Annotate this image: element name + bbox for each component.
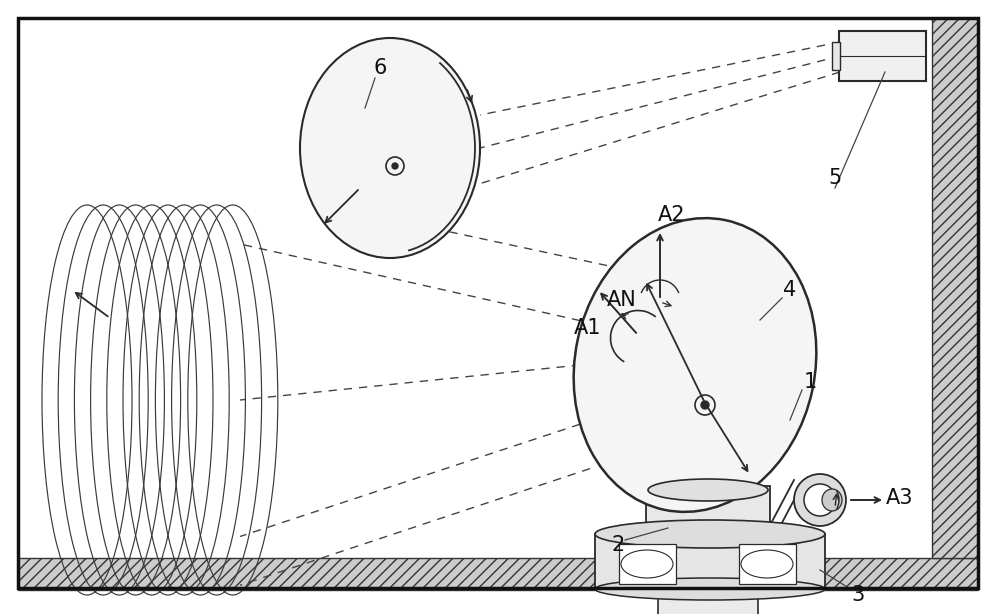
Bar — [658, 538, 758, 614]
Text: 3: 3 — [851, 585, 865, 605]
Ellipse shape — [574, 218, 816, 512]
Ellipse shape — [658, 529, 758, 547]
Text: 1: 1 — [803, 372, 817, 392]
Bar — [832, 42, 840, 70]
Text: 5: 5 — [828, 168, 842, 188]
Circle shape — [701, 401, 709, 409]
Ellipse shape — [822, 489, 842, 511]
Text: 6: 6 — [373, 58, 387, 78]
Bar — [18, 558, 978, 590]
Circle shape — [392, 163, 398, 169]
FancyBboxPatch shape — [619, 544, 676, 584]
FancyBboxPatch shape — [646, 486, 770, 542]
Text: AN: AN — [607, 290, 637, 310]
Bar — [595, 534, 825, 589]
Text: 4: 4 — [783, 280, 797, 300]
Ellipse shape — [804, 484, 836, 516]
Ellipse shape — [794, 474, 846, 526]
Ellipse shape — [595, 520, 825, 548]
FancyBboxPatch shape — [739, 544, 796, 584]
Bar — [932, 18, 978, 558]
FancyBboxPatch shape — [839, 31, 926, 81]
Text: 2: 2 — [611, 535, 625, 555]
Ellipse shape — [648, 479, 768, 501]
Text: A3: A3 — [886, 488, 914, 508]
Ellipse shape — [300, 38, 480, 258]
Ellipse shape — [595, 578, 825, 600]
Text: A1: A1 — [574, 318, 602, 338]
Text: A2: A2 — [658, 205, 686, 225]
